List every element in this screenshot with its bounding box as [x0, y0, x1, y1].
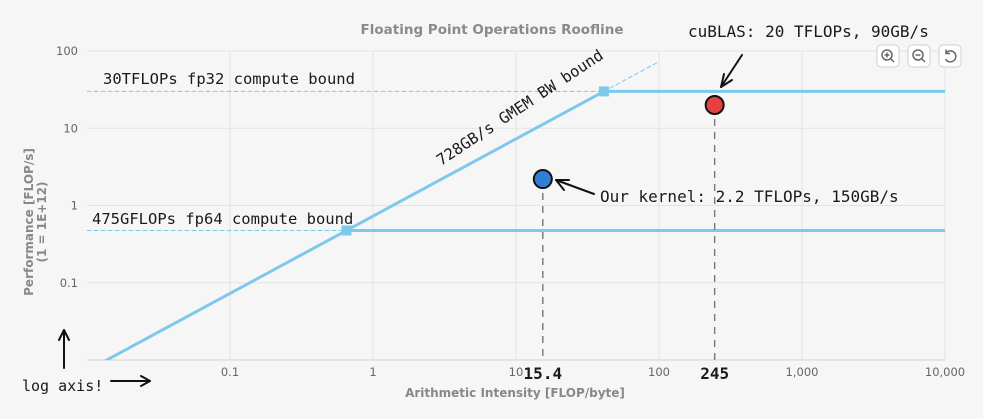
series-line-bw_ext — [603, 61, 660, 92]
drop-label: 245 — [700, 364, 729, 383]
grid — [87, 50, 946, 361]
x-tick-label: 100 — [648, 365, 670, 379]
kernel-annotation: Our kernel: 2.2 TFLOPs, 150GB/s — [600, 187, 899, 206]
reset-icon — [944, 49, 957, 63]
cublas-annotation: cuBLAS: 20 TFLOPs, 90GB/s — [688, 22, 929, 41]
y-tick-label: 10 — [63, 121, 78, 135]
data-point — [704, 94, 725, 115]
ridge-points — [341, 86, 609, 236]
drop-label: 15.4 — [524, 364, 563, 383]
chart-title: Floating Point Operations Roofline — [361, 22, 624, 38]
y-axis-title: Performance [FLOP/s] — [22, 148, 36, 296]
x-tick-label: 1 — [369, 365, 376, 379]
zoom-out-icon — [912, 49, 926, 63]
fp64-bound-annotation: 475GFLOPs fp64 compute bound — [92, 210, 353, 228]
ridge-point-marker — [341, 225, 352, 236]
y-axis-title-group: Performance [FLOP/s] (1 = 1E+12) — [22, 148, 49, 296]
reset-zoom-button[interactable] — [938, 44, 962, 68]
y-axis-subtitle: (1 = 1E+12) — [35, 181, 49, 262]
drop-lines — [542, 118, 716, 362]
x-tick-labels: 0.1 1 10 100 1,000 10,000 — [221, 365, 965, 379]
zoom-out-button[interactable] — [907, 44, 931, 68]
cublas-arrow — [720, 54, 743, 88]
bw-bound-annotation: 728GB/s GMEM BW bound — [433, 46, 606, 169]
log-axis-annotation: log axis! — [22, 377, 103, 395]
data-points — [532, 94, 725, 190]
data-point — [532, 169, 553, 190]
log-axis-up-arrow — [58, 329, 70, 369]
x-tick-label: 1,000 — [786, 365, 819, 379]
x-tick-label: 0.1 — [221, 365, 239, 379]
y-tick-labels: 100 10 1 0.1 — [56, 44, 78, 290]
kernel-arrow — [555, 179, 595, 195]
drop-labels: 15.4 245 — [524, 364, 730, 383]
zoom-in-button[interactable] — [876, 44, 900, 68]
x-axis-title: Arithmetic Intensity [FLOP/byte] — [405, 386, 625, 400]
x-tick-label: 10 — [509, 365, 524, 379]
fp32-bound-annotation: 30TFLOPs fp32 compute bound — [103, 70, 355, 88]
y-tick-label: 100 — [56, 44, 78, 58]
x-tick-label: 10,000 — [925, 365, 965, 379]
y-tick-label: 1 — [71, 199, 78, 213]
ridge-point-marker — [598, 86, 609, 97]
y-tick-label: 0.1 — [60, 276, 78, 290]
zoom-in-icon — [881, 49, 895, 63]
log-axis-right-arrow — [110, 375, 151, 387]
